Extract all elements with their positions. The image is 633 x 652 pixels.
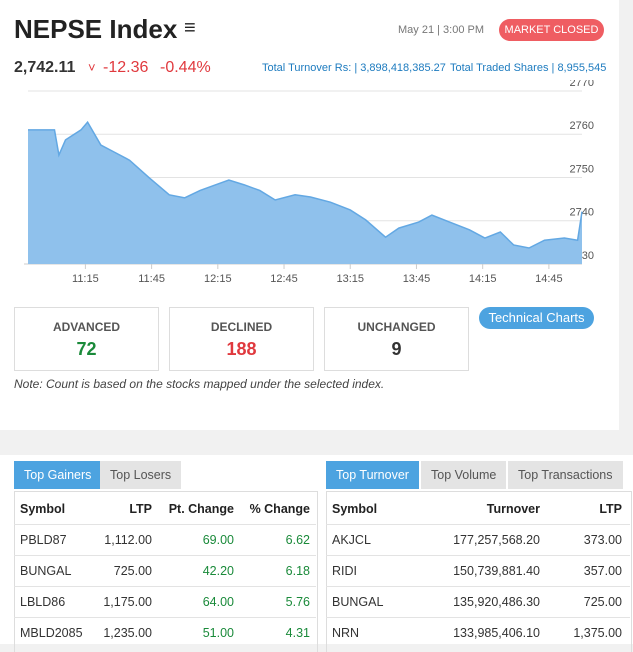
tab[interactable]: Top Gainers xyxy=(14,461,102,489)
cell: NRN xyxy=(332,626,360,640)
tab[interactable]: Top Turnover xyxy=(326,461,419,489)
y-tick-label: 2750 xyxy=(570,163,594,175)
cell: LBLD86 xyxy=(20,595,66,609)
unchanged-box: UNCHANGED 9 xyxy=(324,307,469,371)
line xyxy=(28,120,583,249)
x-tick-label: 13:45 xyxy=(403,273,431,285)
row-divider xyxy=(326,524,630,525)
table-frame[interactable] xyxy=(14,491,318,652)
row-divider xyxy=(326,555,630,556)
cell: AKJCL xyxy=(332,533,371,547)
cell: MBLD2085 xyxy=(20,626,83,640)
turnover-stat: Total Turnover Rs: | 3,898,418,385.27 xyxy=(262,62,446,74)
tab[interactable]: Top Transactions xyxy=(508,461,623,489)
area xyxy=(28,122,582,264)
down-arrow: ˅ xyxy=(88,60,96,75)
column-header: Pt. Change xyxy=(168,502,234,516)
row-divider xyxy=(14,617,316,618)
x-tick-label: 12:15 xyxy=(204,273,232,285)
label: Total Traded Shares | xyxy=(450,62,555,74)
x-tick-label: 14:45 xyxy=(535,273,563,285)
cell: 150,739,881.40 xyxy=(453,564,540,578)
cell: RIDI xyxy=(332,564,357,578)
tab[interactable]: Top Volume xyxy=(421,461,507,489)
cell: 51.00 xyxy=(202,626,234,640)
count: 72 xyxy=(76,339,97,359)
cell: 6.18 xyxy=(285,564,310,578)
cell: 4.31 xyxy=(285,626,310,640)
label: DECLINED xyxy=(210,320,273,334)
technical-charts-button[interactable]: Technical Charts xyxy=(479,307,594,329)
y-tick-label: 2760 xyxy=(570,120,594,132)
value: 3,898,418,385.27 xyxy=(360,62,446,74)
advanced-box: ADVANCED 72 xyxy=(14,307,159,371)
cell: PBLD87 xyxy=(20,533,67,547)
x-tick-label: 14:15 xyxy=(469,273,497,285)
note: Note: Count is based on the stocks mappe… xyxy=(14,377,385,391)
index-value: 2,742.11 xyxy=(14,59,76,76)
cell: 133,985,406.10 xyxy=(453,626,540,640)
index-chart: 2730274027502760277011:1511:4512:1512:45… xyxy=(24,80,594,285)
value: 8,955,545 xyxy=(557,62,607,74)
cell: 725.00 xyxy=(113,564,152,578)
table-frame[interactable] xyxy=(326,491,632,652)
cell: 135,920,486.30 xyxy=(453,595,540,609)
cell: 357.00 xyxy=(583,564,622,578)
row-divider xyxy=(326,617,630,618)
x-tick-label: 11:45 xyxy=(138,273,165,285)
cell: 69.00 xyxy=(202,533,234,547)
column-header: Turnover xyxy=(486,502,540,516)
count: 188 xyxy=(226,339,257,359)
cell: 373.00 xyxy=(583,533,622,547)
datetime: May 21 | 3:00 PM xyxy=(398,24,485,36)
y-tick-label: 2770 xyxy=(570,80,594,89)
column-header: Symbol xyxy=(20,502,66,516)
percent-change: -0.44% xyxy=(160,59,211,76)
cell: BUNGAL xyxy=(332,595,384,609)
row-divider xyxy=(326,586,630,587)
x-tick-label: 11:15 xyxy=(72,273,99,285)
cell: 725.00 xyxy=(583,595,622,609)
column-header: LTP xyxy=(129,502,152,516)
cell: 1,235.00 xyxy=(103,626,152,640)
cell: 6.62 xyxy=(285,533,310,547)
x-tick-label: 12:45 xyxy=(270,273,298,285)
cell: 1,375.00 xyxy=(573,626,622,640)
declined-box: DECLINED 188 xyxy=(169,307,314,371)
shares-stat: Total Traded Shares | 8,955,545 xyxy=(450,62,606,74)
count: 9 xyxy=(391,339,402,359)
row-divider xyxy=(14,524,316,525)
cell: 5.76 xyxy=(285,595,310,609)
label: Total Turnover Rs: | xyxy=(262,62,358,74)
label: ADVANCED xyxy=(52,320,121,334)
row-divider xyxy=(14,555,316,556)
change: -12.36 xyxy=(103,59,149,76)
cell: 64.00 xyxy=(202,595,234,609)
tab[interactable]: Top Losers xyxy=(100,461,182,489)
market-status: MARKET CLOSED xyxy=(499,19,604,41)
x-tick-label: 13:15 xyxy=(336,273,364,285)
cell: 1,175.00 xyxy=(103,595,152,609)
row-divider xyxy=(14,586,316,587)
menu-icon[interactable]: ≡ xyxy=(184,17,196,39)
column-header: LTP xyxy=(599,502,622,516)
cell: 42.20 xyxy=(202,564,234,578)
title: NEPSE Index xyxy=(14,14,178,44)
cell: 177,257,568.20 xyxy=(453,533,540,547)
label: UNCHANGED xyxy=(357,320,436,334)
column-header: Symbol xyxy=(332,502,378,516)
cell: 1,112.00 xyxy=(104,533,152,547)
cell: BUNGAL xyxy=(20,564,72,578)
column-header: % Change xyxy=(249,502,310,516)
